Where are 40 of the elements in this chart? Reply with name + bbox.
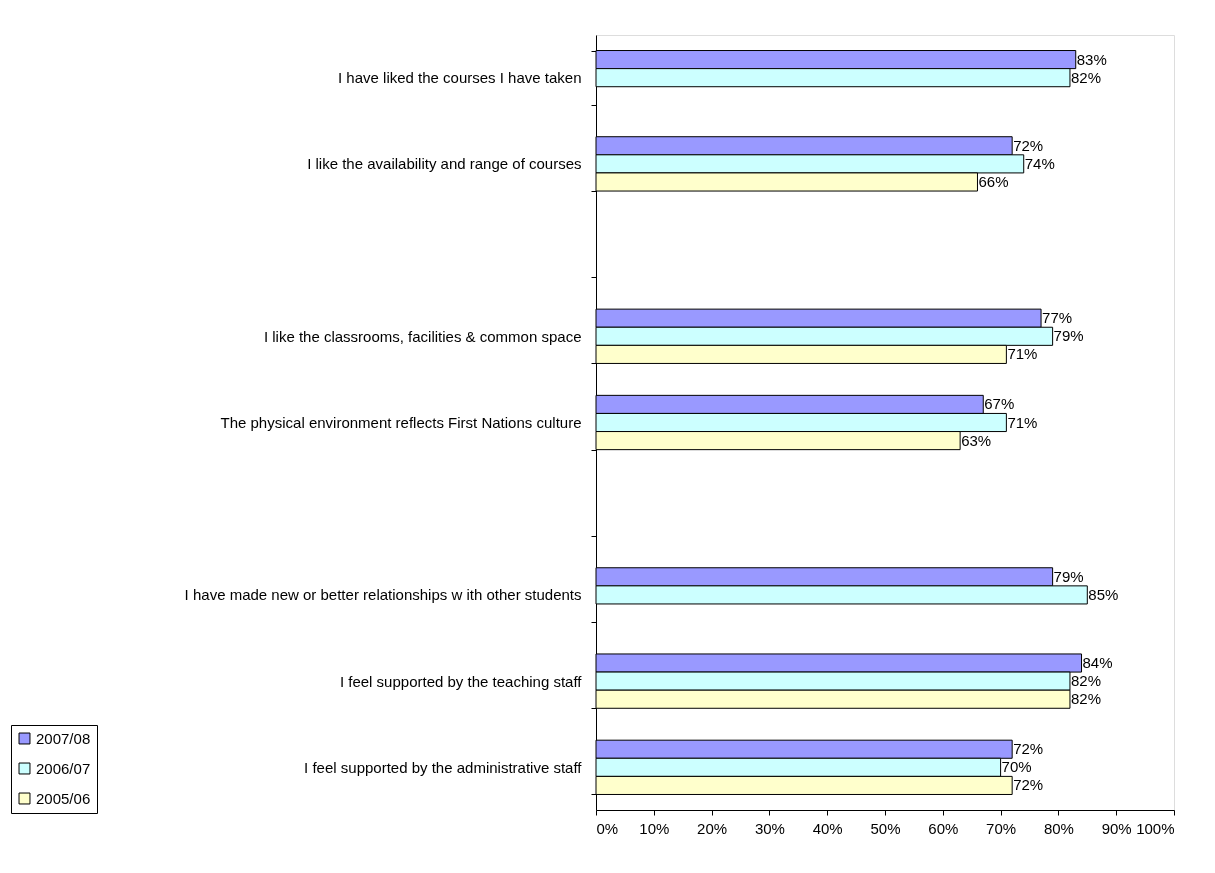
y-tick-label: I feel supported by the teaching staff (339, 672, 583, 690)
x-tick-label: 60% (928, 819, 959, 837)
data-label: 82% (1070, 672, 1101, 690)
y-tick-label: I like the availability and range of courses (307, 155, 582, 173)
y-tick-label: I feel supported by the administrative staff (304, 758, 583, 776)
x-tick-label: 100% (1136, 819, 1175, 837)
x-tick-label: 30% (754, 819, 785, 837)
x-tick-label: 50% (870, 819, 901, 837)
data-label: 71% (1007, 345, 1038, 363)
x-tick-label: 40% (812, 819, 843, 837)
data-label: 74% (1024, 154, 1055, 172)
y-tick-label: I have made new or better relationships w ith other students (184, 586, 582, 604)
data-label: 63% (961, 431, 992, 449)
data-label: 72% (1013, 136, 1044, 154)
y-tick-label: I have liked the courses I have taken (338, 69, 582, 87)
x-tick-label: 20% (697, 819, 728, 837)
x-tick-label: 90% (1101, 819, 1132, 837)
data-label: 71% (1007, 413, 1038, 431)
y-tick-label: The physical environment reflects First Nations culture (220, 414, 582, 431)
data-label: 67% (984, 395, 1015, 413)
data-label: 72% (1013, 776, 1044, 794)
data-label: 84% (1082, 654, 1113, 672)
x-tick-label: 0% (596, 819, 619, 837)
legend-label: 2006/07 (36, 759, 91, 777)
data-label: 79% (1053, 567, 1084, 585)
data-label: 85% (1088, 585, 1119, 603)
x-tick-label: 70% (986, 819, 1017, 837)
legend-label: 2005/06 (36, 789, 91, 807)
legend-label: 2007/08 (36, 729, 91, 747)
data-label: 77% (1042, 309, 1073, 327)
data-label: 72% (1013, 740, 1044, 758)
data-label: 82% (1070, 68, 1101, 86)
data-label: 66% (978, 172, 1009, 190)
data-label: 83% (1076, 50, 1107, 68)
y-tick-label: I like the classrooms, facilities & common space (263, 327, 582, 345)
x-tick-label: 80% (1043, 819, 1074, 837)
data-label: 70% (1001, 758, 1032, 776)
data-label: 79% (1053, 327, 1084, 345)
x-tick-label: 10% (639, 819, 670, 837)
data-label: 82% (1070, 690, 1101, 708)
